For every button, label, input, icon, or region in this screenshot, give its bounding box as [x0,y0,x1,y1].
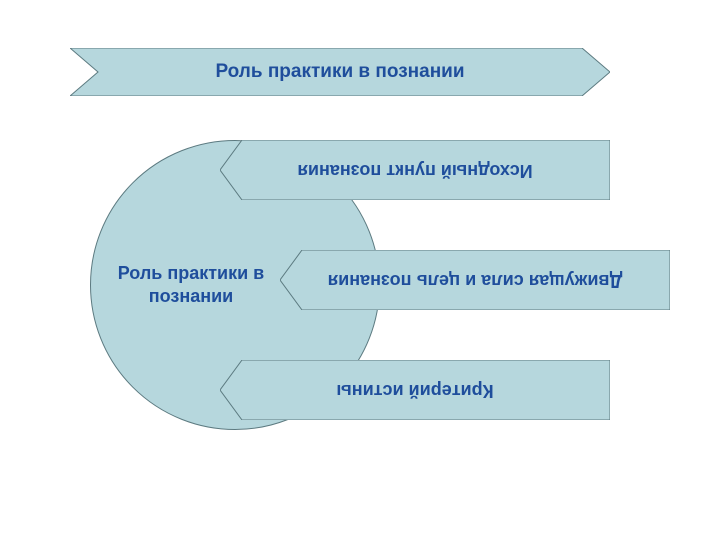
chevron-label-1: Исходный пункт познания [240,140,590,200]
chevron-label-3: Критерий истины [240,360,590,420]
chevron-item-2: Движущая сила и цель познания [280,250,670,310]
chevron-item-3: Критерий истины [220,360,610,420]
banner-title-text: Роль практики в познании [70,48,610,96]
title-banner: Роль практики в познании [70,48,610,96]
circle-label: Роль практики в познании [111,262,271,309]
chevron-item-1: Исходный пункт познания [220,140,610,200]
chevron-label-2: Движущая сила и цель познания [300,250,650,310]
